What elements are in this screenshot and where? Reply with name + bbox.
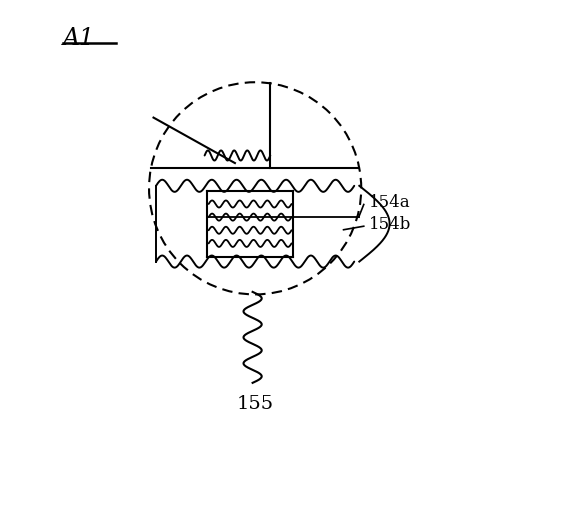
Text: A1: A1 [63,26,95,50]
Text: 154a: 154a [369,195,410,211]
Text: 154b: 154b [369,216,411,233]
Text: 155: 155 [236,395,274,414]
